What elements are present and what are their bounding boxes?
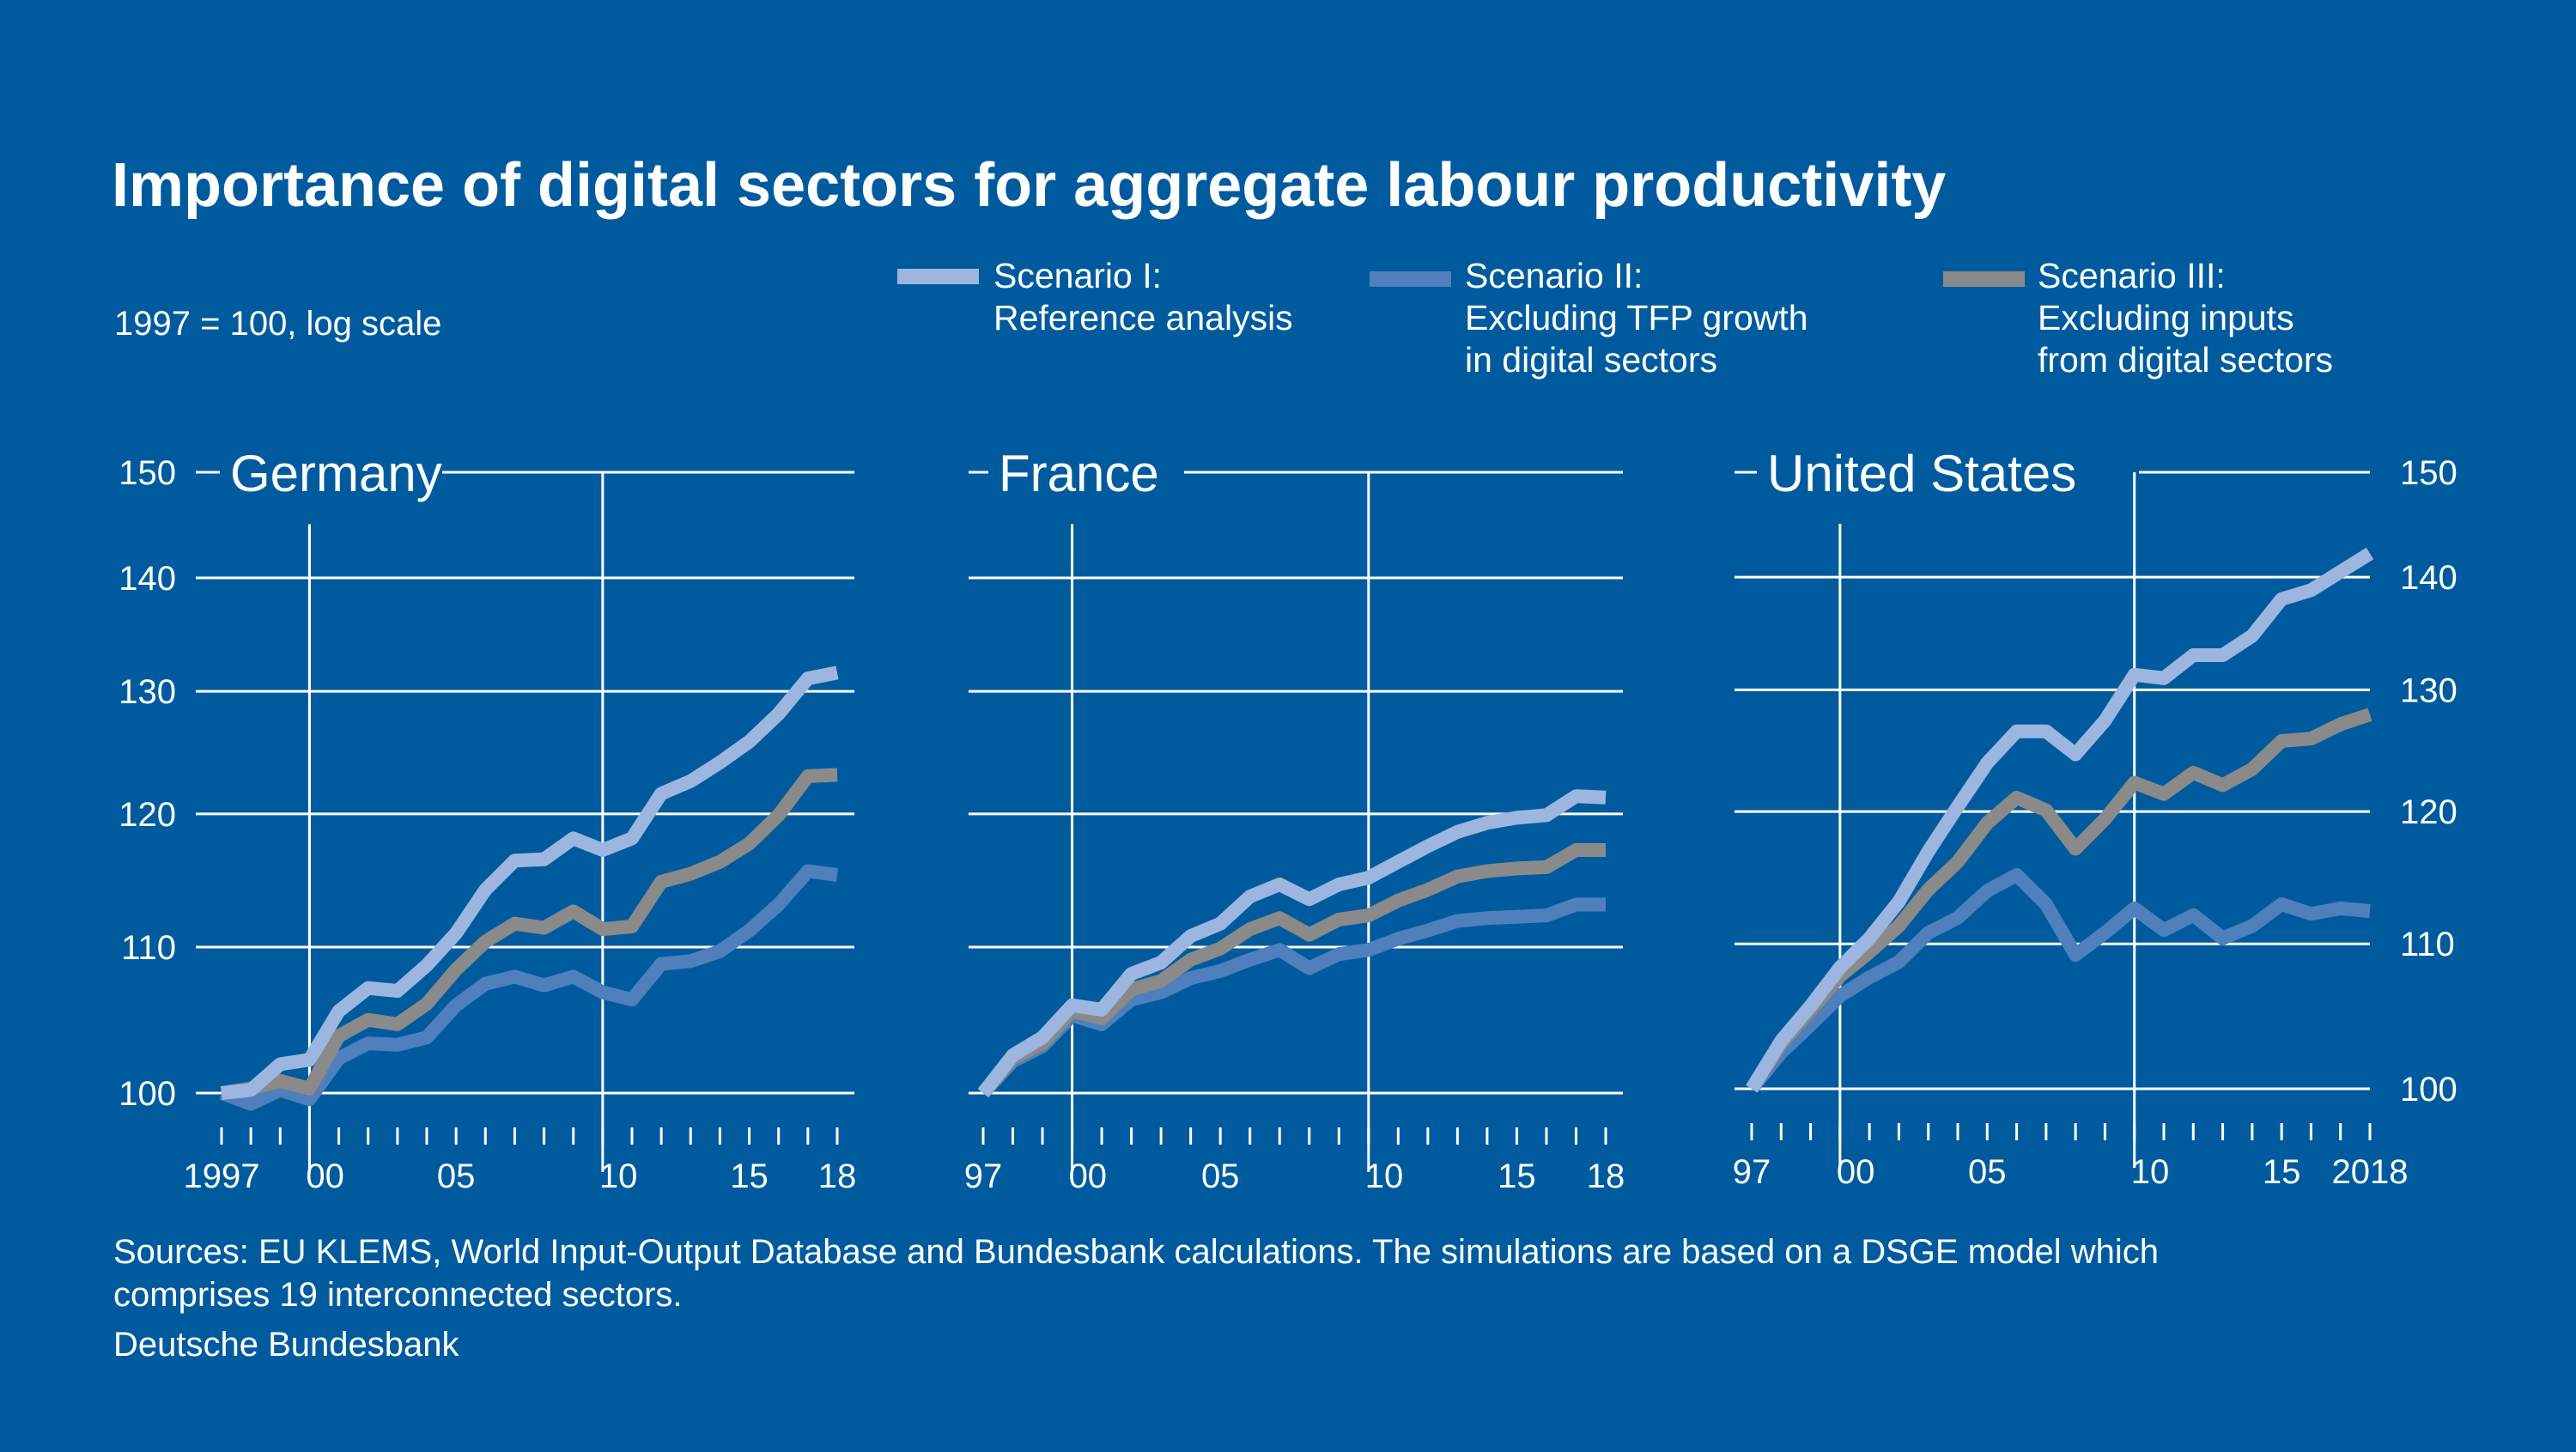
ytick-label-left-100: 100 <box>118 1075 176 1113</box>
xtick-label-1997: 97 <box>964 1157 1003 1195</box>
xtick-label-2010: 10 <box>1365 1157 1404 1195</box>
ytick-label-left-140: 140 <box>118 560 176 598</box>
series-line-united-states-scenario-i <box>1746 547 2374 1093</box>
series-line-france-scenario-i <box>977 789 1607 1097</box>
xtick-label-2000: 00 <box>1069 1157 1108 1195</box>
legend-label-scenario-3-line3: from digital sectors <box>2038 340 2333 380</box>
xtick-label-2018: 2018 <box>2332 1153 2409 1191</box>
ytick-label-right-120: 120 <box>2400 793 2458 831</box>
legend-item-scenario-1: Scenario I: Reference analysis <box>897 256 1293 337</box>
xtick-label-2005: 05 <box>1201 1157 1240 1195</box>
chart-title: Importance of digital sectors for aggreg… <box>112 151 1946 220</box>
ytick-label-left-130: 130 <box>118 673 176 711</box>
legend-label-scenario-2-line3: in digital sectors <box>1465 340 1717 380</box>
legend: Scenario I: Reference analysis Scenario … <box>897 256 2333 380</box>
ytick-label-right-140: 140 <box>2400 559 2458 597</box>
series-line-germany-scenario-ii <box>219 864 839 1111</box>
panel-france: France 97 00 05 10 15 18 <box>964 445 1625 1195</box>
xtick-label-2015: 15 <box>1498 1157 1536 1195</box>
xtick-label-2000: 00 <box>306 1157 344 1195</box>
chart-subtitle: 1997 = 100, log scale <box>114 305 441 343</box>
panel-title-france: France <box>999 445 1159 502</box>
legend-label-scenario-2-line2: Excluding TFP growth <box>1465 298 1808 337</box>
xtick-label-2015: 15 <box>730 1157 769 1195</box>
ytick-label-right-110: 110 <box>2400 926 2455 963</box>
series-line-germany-scenario-iii <box>220 768 838 1100</box>
credit-text: Deutsche Bundesbank <box>113 1326 460 1364</box>
legend-label-scenario-1-line2: Reference analysis <box>993 298 1293 337</box>
panel-title-germany: Germany <box>230 445 442 502</box>
legend-item-scenario-3: Scenario III: Excluding inputs from digi… <box>1943 256 2333 380</box>
sources-note-line2: comprises 19 interconnected sectors. <box>113 1276 683 1314</box>
ytick-label-left-120: 120 <box>118 796 176 834</box>
xtick-label-2018: 18 <box>818 1157 857 1195</box>
legend-label-scenario-2-line1: Scenario II: <box>1465 256 1643 295</box>
series-line-united-states-scenario-ii <box>1746 868 2371 1094</box>
xtick-label-2000: 00 <box>1837 1153 1875 1191</box>
xtick-label-2018: 18 <box>1587 1157 1625 1195</box>
xtick-label-2010: 10 <box>2131 1153 2170 1191</box>
ytick-label-left-150: 150 <box>118 454 176 492</box>
xtick-label-1997: 1997 <box>184 1157 260 1195</box>
legend-label-scenario-1-line1: Scenario I: <box>993 256 1162 295</box>
panel-title-united-states: United States <box>1767 445 2076 502</box>
series-line-germany-scenario-i <box>221 665 839 1100</box>
ytick-label-right-130: 130 <box>2400 671 2458 709</box>
xtick-label-2005: 05 <box>437 1157 476 1195</box>
xtick-label-2005: 05 <box>1968 1153 2007 1191</box>
legend-label-scenario-3-line1: Scenario III: <box>2038 256 2226 295</box>
legend-label-scenario-3-line2: Excluding inputs <box>2038 298 2294 337</box>
panel-germany: Germany 100 110 120 130 140 150 1997 00 05 10 15 18 <box>118 445 856 1195</box>
series-line-france-scenario-iii <box>977 843 1606 1098</box>
xtick-label-2010: 10 <box>599 1157 638 1195</box>
legend-item-scenario-2: Scenario II: Excluding TFP growth in dig… <box>1370 256 1808 380</box>
ytick-label-right-100: 100 <box>2400 1071 2458 1109</box>
xtick-label-2015: 15 <box>2263 1153 2301 1191</box>
xtick-label-1997: 97 <box>1733 1153 1771 1191</box>
ytick-label-left-110: 110 <box>121 929 176 967</box>
panel-united-states: United States 100 110 120 130 140 150 97 00 05 10 1… <box>1733 445 2458 1191</box>
series-line-united-states-scenario-iii <box>1746 708 2372 1093</box>
ytick-label-right-150: 150 <box>2400 454 2458 492</box>
sources-note-line1: Sources: EU KLEMS, World Input-Output Da… <box>113 1233 2159 1271</box>
